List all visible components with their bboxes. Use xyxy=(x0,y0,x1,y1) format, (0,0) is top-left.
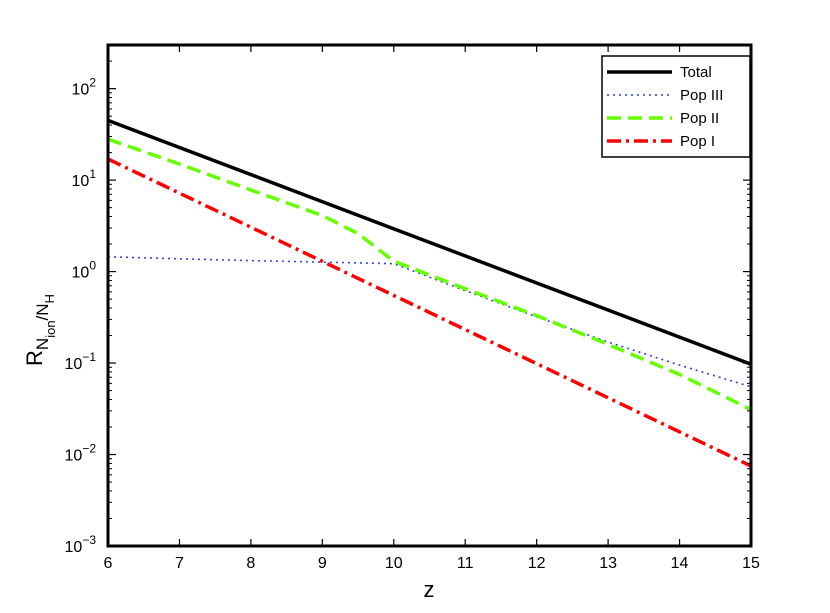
y-tick-label: 10−1 xyxy=(65,350,97,373)
x-tick-label: 6 xyxy=(104,555,113,572)
series-layer xyxy=(108,118,751,468)
series-line-pop-iii xyxy=(108,256,751,388)
axes xyxy=(106,43,753,548)
x-tick-label: 8 xyxy=(246,555,255,572)
x-tick-label: 15 xyxy=(742,555,760,572)
y-axis-label-sub1: N xyxy=(33,338,52,350)
series-line-pop-i xyxy=(108,157,751,468)
y-tick-label: 101 xyxy=(72,167,97,190)
y-axis-label-sub2: H xyxy=(42,294,57,303)
y-tick-label: 100 xyxy=(72,259,97,282)
y-axis-label-slash: /N xyxy=(33,303,52,320)
y-tick-label: 10−3 xyxy=(65,533,97,556)
axes-frame xyxy=(106,43,753,548)
svg-text:RNion/NH: RNion/NH xyxy=(22,294,58,366)
x-axis-label: z xyxy=(424,577,435,602)
x-tick-label: 10 xyxy=(385,555,403,572)
legend-label: Total xyxy=(680,64,712,81)
y-tick-label: 102 xyxy=(72,76,97,99)
y-axis-label: RNion/NH xyxy=(22,294,58,366)
legend: Total Pop III Pop II Pop I xyxy=(601,55,751,158)
y-axis-label-subsub1: ion xyxy=(43,320,58,337)
series-line-pop-ii xyxy=(108,137,751,412)
x-tick-label: 14 xyxy=(671,555,689,572)
y-tick-label: 10−2 xyxy=(65,442,97,465)
series-line-total xyxy=(108,118,751,366)
x-tick-label: 13 xyxy=(599,555,617,572)
x-tick-label: 9 xyxy=(318,555,327,572)
x-tick-label: 11 xyxy=(457,555,474,572)
x-tick-label: 7 xyxy=(175,555,184,572)
legend-label: Pop I xyxy=(680,133,715,150)
y-axis-label-main: R xyxy=(22,350,47,366)
legend-label: Pop III xyxy=(680,87,723,104)
x-tick-label: 12 xyxy=(528,555,546,572)
legend-label: Pop II xyxy=(680,110,719,127)
